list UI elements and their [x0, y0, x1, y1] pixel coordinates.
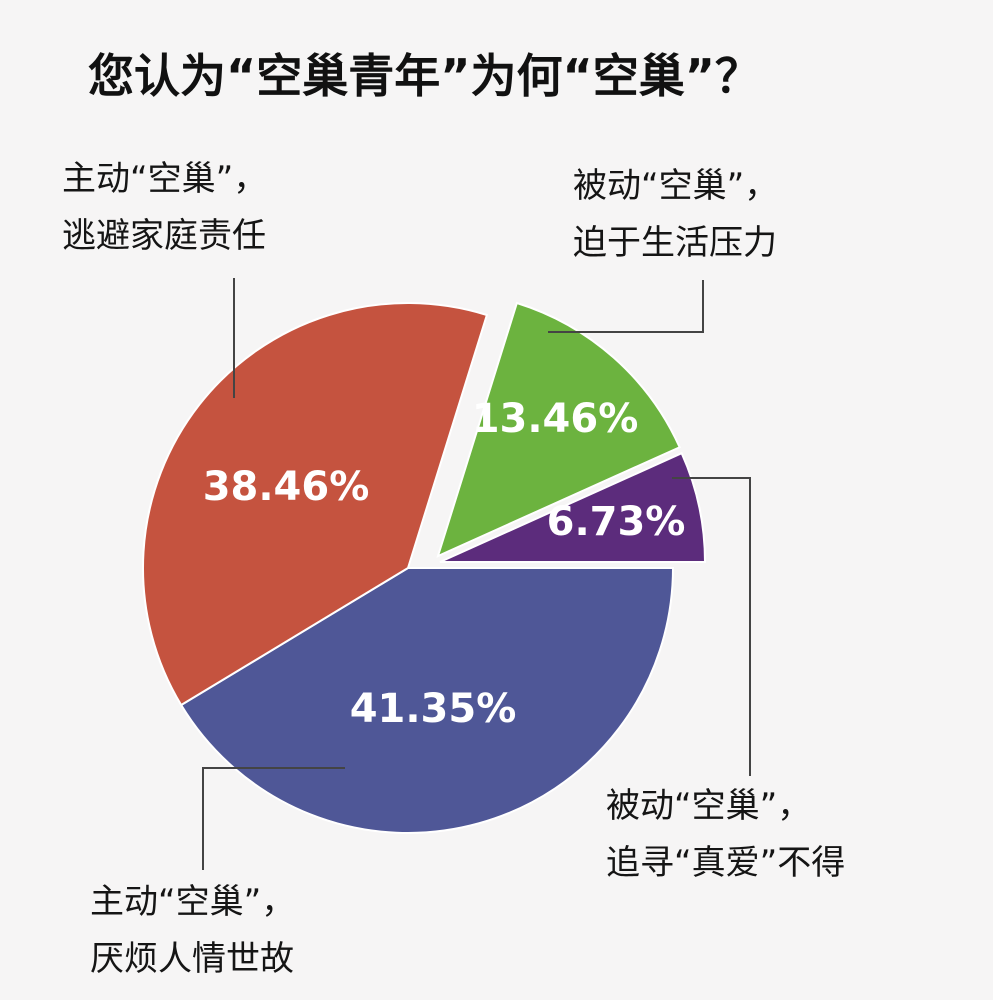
- callout-passive-pressure-line2: 迫于生活压力: [573, 223, 777, 263]
- callout-passive-pressure-line1: 被动“空巢”，: [573, 166, 778, 206]
- pie-slices: [142, 301, 707, 834]
- pct-label-active-social: 41.35%: [350, 686, 517, 732]
- pie-slice-passive-love: [439, 451, 707, 563]
- leader-line-active-social: [202, 767, 345, 870]
- callout-active-family-line2: 逃避家庭责任: [62, 216, 266, 256]
- pie-slice-passive-pressure: [436, 301, 681, 558]
- pct-label-passive-love: 6.73%: [547, 499, 686, 545]
- pie-slice-active-social: [179, 567, 675, 834]
- leader-line-passive-pressure: [548, 280, 704, 333]
- pct-label-active-family: 38.46%: [203, 464, 370, 510]
- callout-active-family-line1: 主动“空巢”，: [62, 159, 267, 199]
- leader-line-passive-love: [672, 477, 751, 776]
- callout-active-social-line1: 主动“空巢”，: [90, 882, 295, 922]
- pie-slice-active-family: [142, 301, 489, 707]
- callout-passive-love-line2: 追寻“真爱”不得: [606, 843, 845, 883]
- callout-active-social-line2: 厌烦人情世故: [90, 939, 294, 979]
- pct-label-passive-pressure: 13.46%: [472, 396, 639, 442]
- callout-passive-love-line1: 被动“空巢”，: [606, 786, 811, 826]
- chart-title: 您认为“空巢青年”为何“空巢”？: [88, 49, 761, 103]
